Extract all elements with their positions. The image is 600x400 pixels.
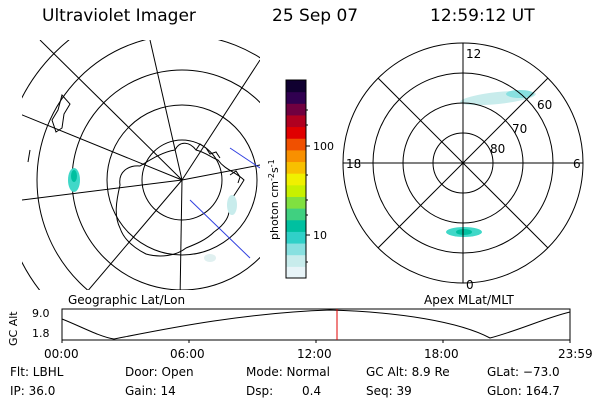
colorbar-tick-10: 10: [313, 229, 327, 242]
time-label-1200: 12:00: [297, 347, 332, 361]
dsp-label: Dsp:: [246, 384, 274, 398]
time-label-2359: 23:59: [558, 347, 593, 361]
colorbar-segment: [286, 114, 306, 128]
door-info: Door: Open: [125, 365, 194, 379]
dsp-value: 0.4: [302, 384, 322, 398]
date-label: 25 Sep 07: [272, 6, 359, 26]
altitude-strip: [61, 308, 571, 343]
colorbar-segment: [286, 173, 306, 186]
mlt-label-6: 6: [573, 157, 581, 171]
gc-alt-info: GC Alt: 8.9 Re: [366, 365, 450, 379]
terminator-line: [229, 147, 260, 169]
time-label-0600: 06:00: [170, 347, 205, 361]
filter-info: Flt: LBHL: [10, 365, 64, 379]
antarctica-coastline: [115, 142, 245, 257]
mlat-label-70: 70: [512, 122, 527, 136]
glon-info: GLon: 164.7: [487, 384, 560, 398]
colorbar-segment: [286, 208, 306, 221]
colorbar-segment: [286, 184, 306, 197]
ip-info: IP: 36.0: [10, 384, 56, 398]
mlt-label-0: 0: [466, 278, 474, 292]
colorbar-segment: [286, 219, 306, 232]
colorbar-segment: [286, 231, 306, 244]
time-label: 12:59:12 UT: [430, 6, 535, 26]
right-panel-caption: Apex MLat/MLT: [424, 293, 514, 307]
geographic-map: [22, 40, 260, 290]
alt-y-max: 9.0: [32, 307, 50, 320]
left-panel-caption: Geographic Lat/Lon: [68, 293, 185, 307]
colorbar-segment: [286, 126, 306, 139]
mlt-label-18: 18: [346, 157, 361, 171]
mlat-label-80: 80: [490, 142, 505, 156]
colorbar-segment: [286, 161, 306, 174]
colorbar-segment: [286, 149, 306, 163]
lon-lines: [22, 40, 260, 290]
mlat-mlt-map: [342, 42, 584, 284]
colorbar-segment: [286, 103, 306, 116]
time-label-1800: 18:00: [424, 347, 459, 361]
app-title: Ultraviolet Imager: [42, 6, 196, 26]
colorbar-segment: [286, 80, 306, 93]
alt-y-min: 1.8: [32, 327, 50, 340]
alt-axis-label: GC Alt: [7, 311, 20, 346]
colorbar-ticks: [306, 109, 310, 263]
mode-info: Mode: Normal: [246, 365, 330, 379]
colorbar-segment: [286, 196, 306, 209]
colorbar-segment: [286, 243, 306, 256]
colorbar-tick-100: 100: [313, 140, 334, 153]
gain-info: Gain: 14: [125, 384, 176, 398]
mlat-label-60: 60: [537, 98, 552, 112]
colorbar-segment: [286, 266, 306, 279]
colorbar-unit-label: photon cm-2s-1: [267, 159, 281, 240]
time-label-0000: 00:00: [44, 347, 79, 361]
mlt-label-12: 12: [466, 47, 481, 61]
colorbar-segment: [286, 254, 306, 267]
colorbar: [286, 80, 306, 279]
colorbar-segment: [286, 138, 306, 151]
seq-info: Seq: 39: [366, 384, 412, 398]
glat-info: GLat: −73.0: [487, 365, 560, 379]
colorbar-segment: [286, 91, 306, 104]
